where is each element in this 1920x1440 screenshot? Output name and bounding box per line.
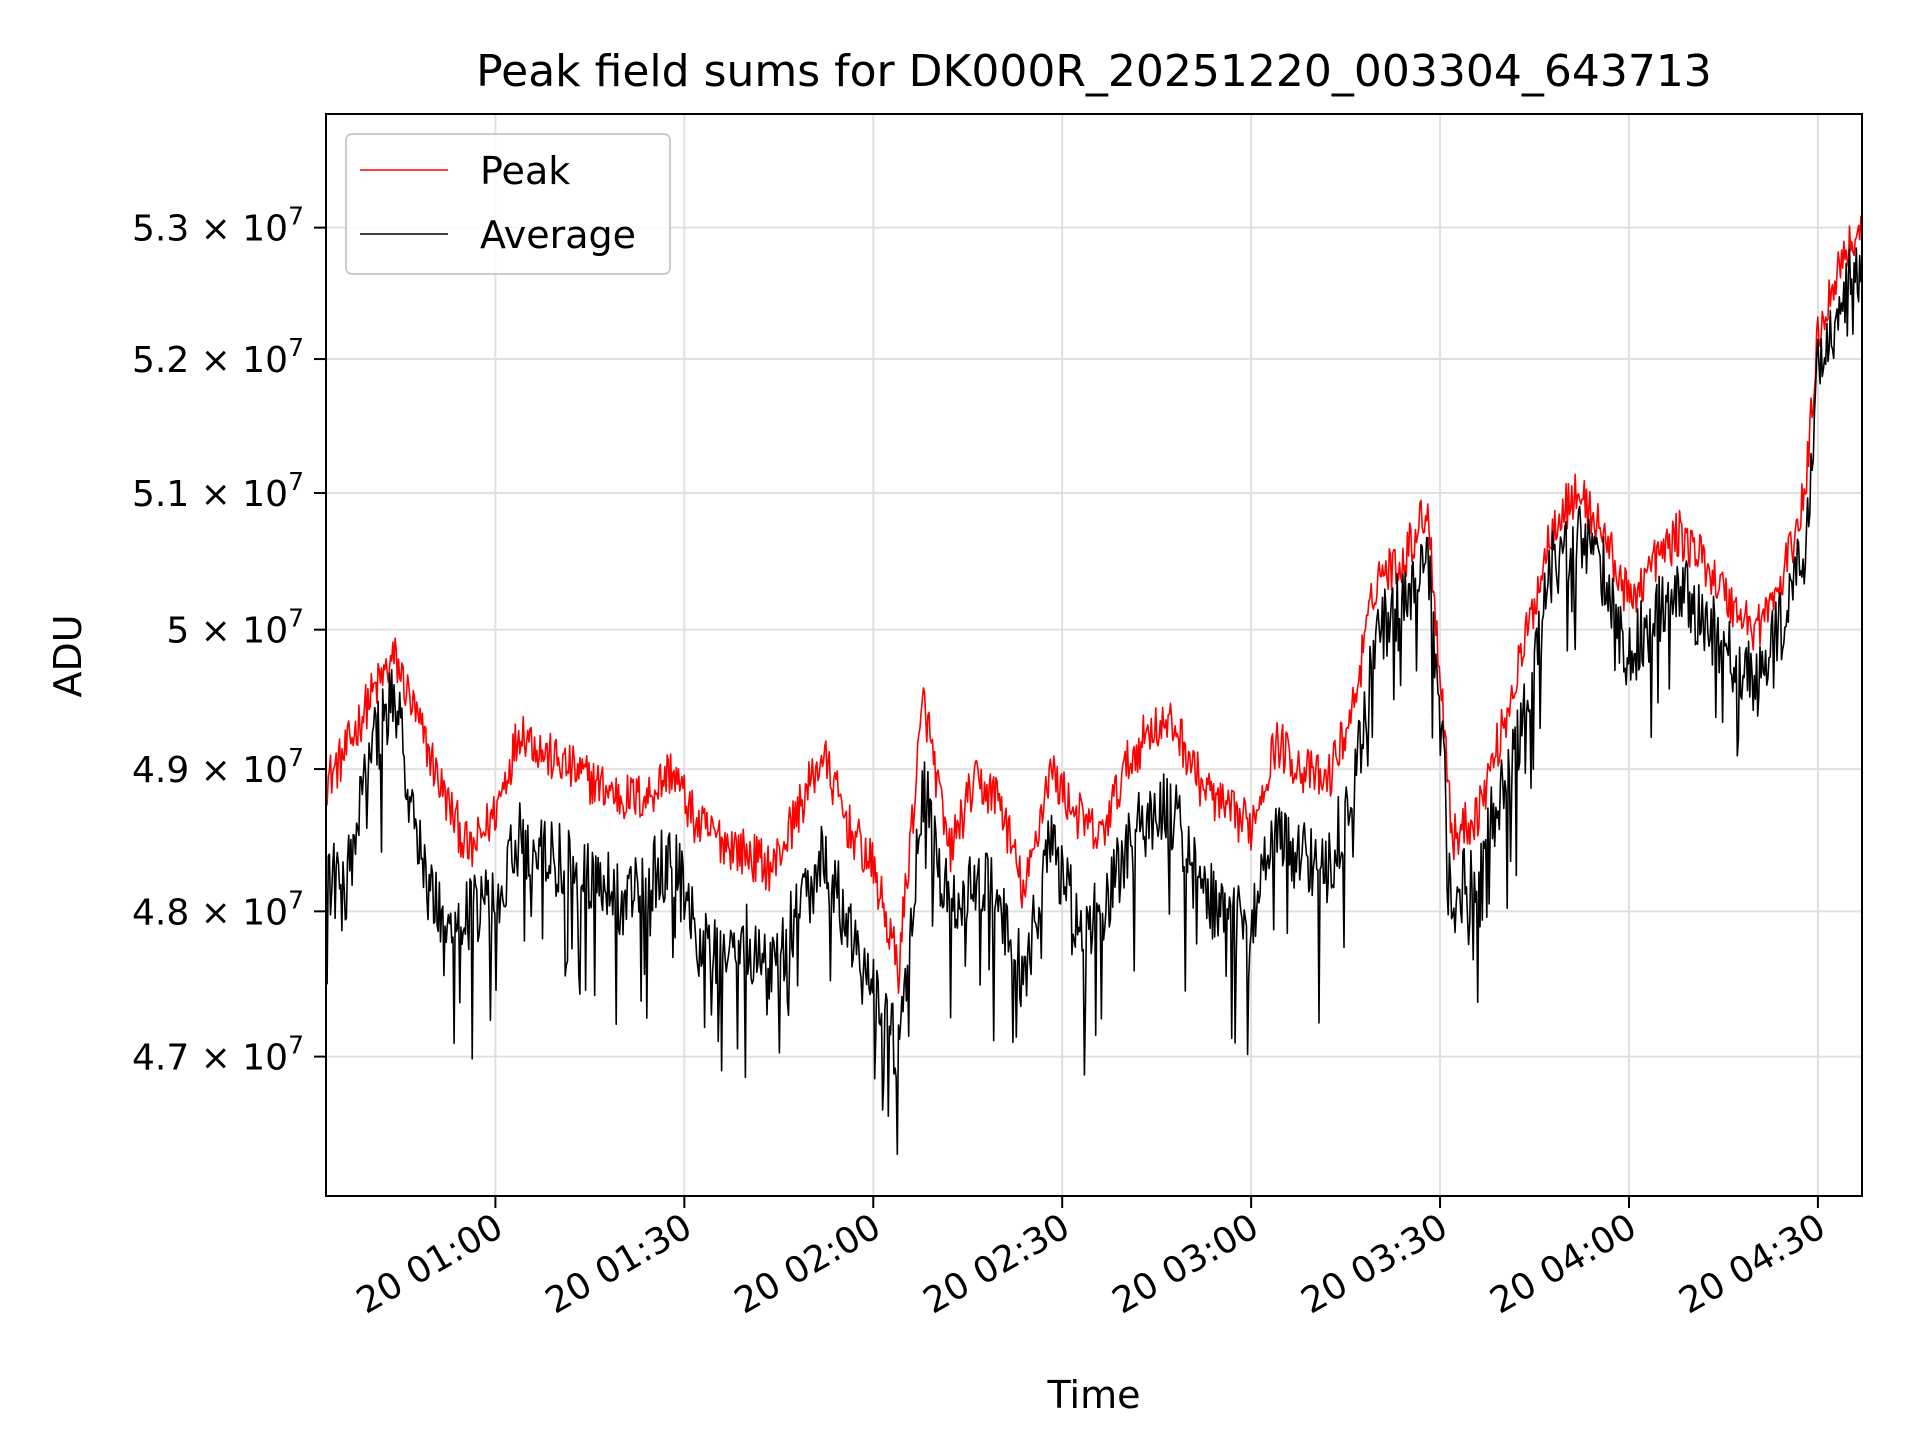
legend-box — [345, 133, 671, 275]
series-average-line — [326, 247, 1862, 1156]
legend: Peak Average — [345, 133, 671, 275]
legend-label-average: Average — [480, 213, 636, 257]
chart-title: Peak field sums for DK000R_20251220_0033… — [476, 46, 1712, 97]
y-tick-label: 4.8 × 107 — [132, 885, 304, 933]
y-tick-label: 4.9 × 107 — [132, 743, 304, 791]
y-tick-label: 5.2 × 107 — [132, 333, 304, 381]
legend-label-peak: Peak — [480, 149, 570, 193]
y-axis-label: ADU — [46, 614, 90, 697]
plot-area — [326, 215, 1862, 1156]
y-tick-label: 4.7 × 107 — [132, 1031, 304, 1079]
y-axis: 4.7 × 107 4.8 × 107 4.9 × 107 5 × 107 5.1 × … — [132, 202, 326, 1079]
y-tick-label: 5.1 × 107 — [132, 467, 304, 515]
x-axis-label: Time — [1047, 1373, 1141, 1417]
axes-frame — [325, 113, 1863, 1197]
y-tick-label: 5 × 107 — [166, 604, 304, 652]
y-tick-label: 5.3 × 107 — [132, 202, 304, 250]
series-peak-line — [326, 215, 1862, 994]
